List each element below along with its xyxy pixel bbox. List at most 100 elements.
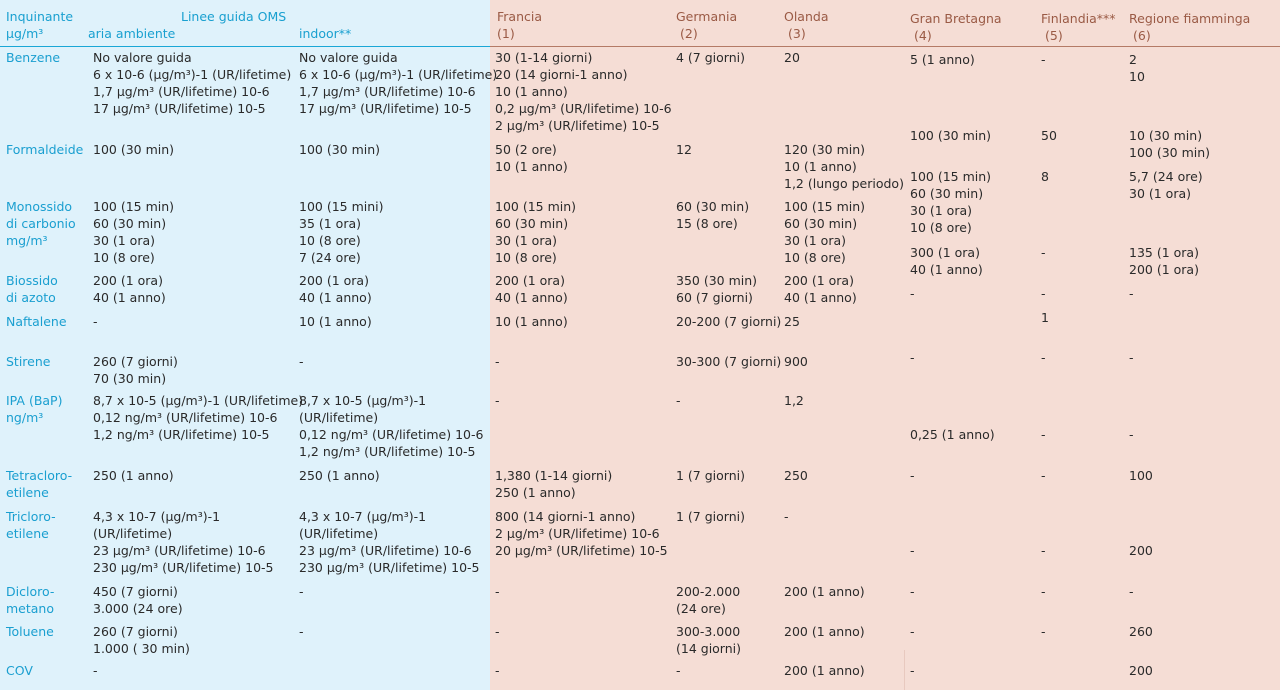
cell-francia-7: 1,380 (1-14 giorni) 250 (1 anno) (495, 467, 612, 501)
cell-line: 10 (1 anno) (495, 159, 568, 174)
cell-line: 100 (15 min) (784, 199, 866, 214)
cell-finlandia-6: - (1041, 349, 1046, 366)
cell-fiamminga-0: 2 10 (1129, 51, 1145, 85)
cell-line: 10 (1 anno) (299, 314, 372, 329)
cell-line: 1 (7 giorni) (676, 468, 745, 483)
countries-section-background (490, 0, 1280, 690)
cell-line: - (495, 663, 500, 678)
cell-gb-11: - (910, 662, 915, 679)
cell-olanda-9: 200 (1 anno) (784, 583, 865, 600)
cell-indoor-2: 100 (15 mini) 35 (1 ora) 10 (8 ore) 7 (24 o… (299, 198, 384, 266)
cell-line: 100 (30 min) (910, 128, 992, 143)
cell-line: 30-300 (7 giorni) (676, 354, 782, 369)
cell-line: (UR/lifetime) (299, 410, 379, 425)
cell-line: di azoto (6, 290, 56, 305)
cell-line: 0,12 ng/m³ (UR/lifetime) 10-6 (93, 410, 278, 425)
cell-line: COV (6, 663, 33, 678)
cell-line: 10 (1 anno) (495, 84, 568, 99)
cell-line: mg/m³ (6, 233, 48, 248)
cell-line: 8,7 x 10-5 (µg/m³)-1 (299, 393, 427, 408)
cell-line: 30 (1 ora) (495, 233, 558, 248)
cell-line: - (910, 468, 915, 483)
cell-finlandia-11: - (1041, 623, 1046, 640)
cell-line: 800 (14 giorni-1 anno) (495, 509, 636, 524)
cell-line: 10 (8 ore) (495, 250, 557, 265)
cell-line: 1,2 ng/m³ (UR/lifetime) 10-5 (299, 444, 476, 459)
cell-line: 100 (30 min) (1129, 145, 1211, 160)
cell-line: 1,2 (lungo periodo) (784, 176, 904, 191)
cell-germania-1: 12 (676, 141, 692, 158)
cell-line: etilene (6, 485, 49, 500)
cell-line: 1,2 (784, 393, 804, 408)
cell-line: 450 (7 giorni) (93, 584, 178, 599)
cell-line: 260 (7 giorni) (93, 354, 178, 369)
cell-pollutant-9: Dicloro-metano (6, 583, 54, 617)
cell-line: 200 (1 ora) (299, 273, 369, 288)
cell-francia-0: 30 (1-14 giorni) 20 (14 giorni-1 anno) 10 … (495, 49, 672, 134)
cell-line: - (910, 584, 915, 599)
header-oms-title: Linee guida OMS (181, 9, 287, 24)
cell-line: - (1041, 427, 1046, 442)
cell-fiamminga-10: 260 (1129, 623, 1153, 640)
column-divider (904, 650, 905, 690)
cell-francia-1: 50 (2 ore) 10 (1 anno) (495, 141, 568, 175)
cell-line: 250 (1 anno) (495, 485, 576, 500)
cell-line: 20 (784, 50, 800, 65)
cell-line: etilene (6, 526, 49, 541)
cell-gb-6: 0,25 (1 anno) (910, 426, 995, 443)
cell-line: 1.000 ( 30 min) (93, 641, 190, 656)
cell-line: - (1041, 584, 1046, 599)
cell-line: 17 µg/m³ (UR/lifetime) 10-5 (299, 101, 472, 116)
cell-pollutant-2: Monossido di carbonio mg/m³ (6, 198, 76, 249)
cell-line: Biossido (6, 273, 58, 288)
cell-ambient-6: 8,7 x 10-5 (µg/m³)-1 (UR/lifetime) 0,12 n… (93, 392, 303, 443)
cell-line: 200-2.000 (676, 584, 741, 599)
cell-line: 2 µg/m³ (UR/lifetime) 10-6 (495, 526, 660, 541)
cell-pollutant-10: Toluene (6, 623, 54, 640)
cell-line: 200 (1129, 543, 1153, 558)
cell-line: 10 (1 anno) (784, 159, 857, 174)
cell-line: - (676, 663, 681, 678)
cell-line: 20-200 (7 giorni) (676, 314, 782, 329)
cell-line: - (1129, 286, 1134, 301)
cell-line: Toluene (6, 624, 54, 639)
cell-gb-0: 5 (1 anno) (910, 51, 975, 68)
cell-line: - (1129, 584, 1134, 599)
cell-finlandia-8: - (1041, 467, 1046, 484)
cell-line: 900 (784, 354, 808, 369)
cell-line: 20 µg/m³ (UR/lifetime) 10-5 (495, 543, 668, 558)
cell-line: 200 (1 ora) (93, 273, 163, 288)
cell-line: 50 (2 ore) (495, 142, 557, 157)
cell-line: - (1041, 286, 1046, 301)
cell-fiamminga-8: 200 (1129, 542, 1153, 559)
cell-indoor-7: 250 (1 anno) (299, 467, 380, 484)
cell-line: 10 (8 ore) (910, 220, 972, 235)
header-country-finlandia: Finlandia*** (5) (1041, 11, 1116, 43)
cell-fiamminga-3: 135 (1 ora) 200 (1 ora) (1129, 244, 1199, 278)
cell-line: 40 (1 anno) (784, 290, 857, 305)
cell-olanda-2: 100 (15 min) 60 (30 min) 30 (1 ora) 10 (8 o… (784, 198, 865, 266)
cell-line: 8 (1041, 169, 1049, 184)
cell-olanda-8: - (784, 508, 789, 525)
cell-pollutant-0: Benzene (6, 49, 60, 66)
cell-line: (14 giorni) (676, 641, 742, 656)
cell-line: - (93, 663, 98, 678)
cell-line: - (1041, 350, 1046, 365)
cell-line: 2 (1129, 52, 1137, 67)
cell-gb-5: - (910, 349, 915, 366)
cell-line: 10 (8 ore) (93, 250, 155, 265)
cell-line: 15 (8 ore) (676, 216, 738, 231)
cell-line: 200 (1 anno) (784, 624, 865, 639)
cell-line: 60 (30 min) (93, 216, 167, 231)
cell-germania-9: 200-2.000 (24 ore) (676, 583, 740, 617)
cell-line: 20 (14 giorni-1 anno) (495, 67, 628, 82)
cell-line: 40 (1 anno) (495, 290, 568, 305)
cell-finlandia-2: 8 (1041, 168, 1049, 185)
cell-fiamminga-5: - (1129, 349, 1134, 366)
cell-line: 260 (7 giorni) (93, 624, 178, 639)
cell-finlandia-0: - (1041, 51, 1046, 68)
cell-gb-4: - (910, 285, 915, 302)
cell-fiamminga-4: - (1129, 285, 1134, 302)
cell-line: - (93, 314, 98, 329)
cell-line: Tetracloro- (6, 468, 73, 483)
